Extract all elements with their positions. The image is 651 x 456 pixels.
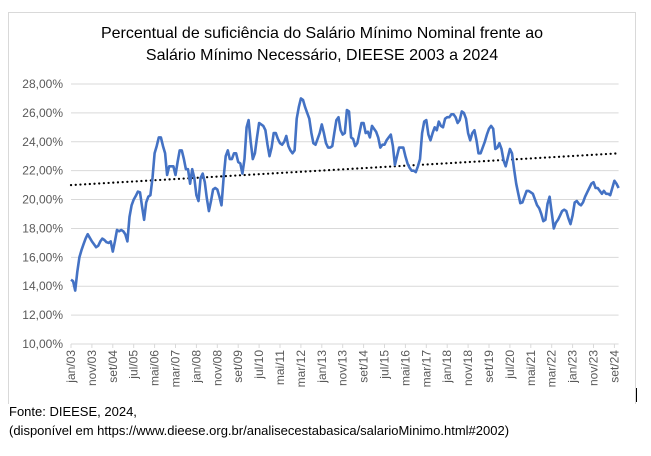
x-tick-label: nov/03 — [85, 350, 99, 386]
x-tick-label: set/14 — [357, 350, 371, 383]
x-tick-label: jul/10 — [252, 350, 266, 380]
x-tick-label: mar/17 — [419, 350, 433, 388]
x-tick-label: nov/23 — [587, 350, 601, 386]
x-tick-label: jan/03 — [64, 350, 78, 384]
x-tick-label: mar/12 — [294, 350, 308, 388]
chart-frame — [8, 12, 636, 404]
y-tick-label: 20,00% — [22, 193, 63, 207]
x-tick-label: set/24 — [607, 350, 621, 383]
x-tick-label: jul/05 — [127, 350, 141, 380]
x-tick-label: jul/20 — [503, 350, 517, 380]
x-tick-label: jan/23 — [566, 350, 580, 384]
y-tick-label: 18,00% — [22, 221, 63, 235]
y-tick-label: 26,00% — [22, 106, 63, 120]
x-tick-label: mai/16 — [398, 350, 412, 386]
x-tick-label: nov/08 — [210, 350, 224, 386]
y-tick-label: 28,00% — [22, 77, 63, 91]
y-tick-label: 10,00% — [22, 337, 63, 351]
x-tick-label: nov/13 — [336, 350, 350, 386]
x-tick-label: set/19 — [482, 350, 496, 383]
chart-title-line-1: Percentual de suficiência do Salário Mín… — [100, 25, 543, 42]
y-tick-label: 16,00% — [22, 250, 63, 264]
x-tick-label: nov/18 — [461, 350, 475, 386]
x-tick-label: mai/21 — [524, 350, 538, 386]
x-tick-label: mai/06 — [148, 350, 162, 386]
y-tick-label: 14,00% — [22, 279, 63, 293]
x-tick-label: set/09 — [231, 350, 245, 383]
trendline — [69, 152, 620, 187]
source-url-note: (disponível em https://www.dieese.org.br… — [9, 423, 510, 438]
series-line — [70, 97, 620, 292]
x-tick-label: jan/08 — [189, 350, 203, 384]
chart-title-line-2: Salário Mínimo Necessário, DIEESE 2003 a… — [145, 47, 499, 64]
x-tick-label: set/04 — [106, 350, 120, 383]
x-tick-label: jan/18 — [440, 350, 454, 384]
x-tick-label: mai/11 — [273, 350, 287, 385]
y-tick-label: 24,00% — [22, 135, 63, 149]
y-tick-label: 12,00% — [22, 308, 63, 322]
text-cursor — [636, 388, 637, 402]
x-tick-label: mar/07 — [169, 350, 183, 388]
x-tick-label: mar/22 — [545, 350, 559, 388]
source-note: Fonte: DIEESE, 2024, — [9, 404, 137, 419]
x-tick-label: jan/13 — [315, 350, 329, 384]
x-tick-label: jul/15 — [378, 350, 392, 380]
y-tick-label: 22,00% — [22, 164, 63, 178]
